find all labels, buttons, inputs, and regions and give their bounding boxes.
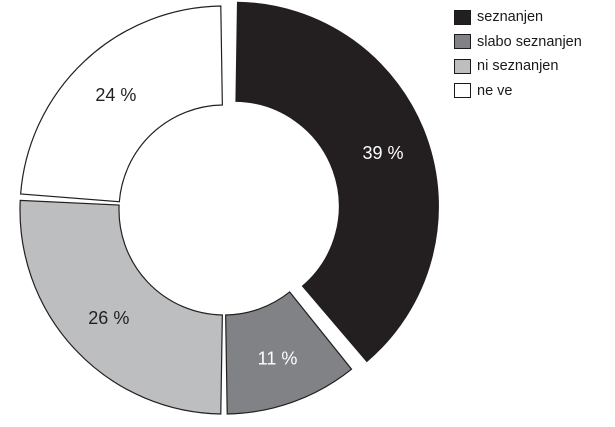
donut-slices	[19, 1, 439, 415]
legend-label: ni seznanjen	[477, 58, 559, 74]
slice-label-ni-seznanjen: 26 %	[88, 308, 129, 328]
legend-swatch	[454, 34, 471, 49]
slice-label-seznanjen: 39 %	[362, 143, 403, 163]
slice-slabo-seznanjen	[225, 291, 353, 415]
slice-ni-seznanjen	[19, 199, 223, 415]
legend-label: seznanjen	[477, 9, 544, 25]
slice-label-slabo-seznanjen: 11 %	[258, 349, 298, 369]
chart-legend: seznanjen slabo seznanjen ni seznanjen ne v…	[454, 8, 582, 106]
legend-label: ne ve	[477, 82, 513, 99]
legend-swatch	[454, 58, 471, 74]
legend-swatch	[454, 83, 471, 98]
legend-swatch	[454, 9, 471, 25]
slice-label-ne-ve: 24 %	[95, 85, 136, 105]
slice-seznanjen	[235, 1, 439, 363]
legend-item-ne-ve: ne ve	[454, 82, 582, 100]
legend-item-slabo-seznanjen: slabo seznanjen	[454, 33, 582, 51]
legend-item-seznanjen: seznanjen	[454, 8, 582, 26]
legend-label: slabo seznanjen	[477, 33, 582, 50]
slice-ne-ve	[19, 5, 223, 203]
slice-labels: 39 % 11 % 26 % 24 %	[88, 85, 403, 369]
legend-item-ni-seznanjen: ni seznanjen	[454, 57, 582, 75]
